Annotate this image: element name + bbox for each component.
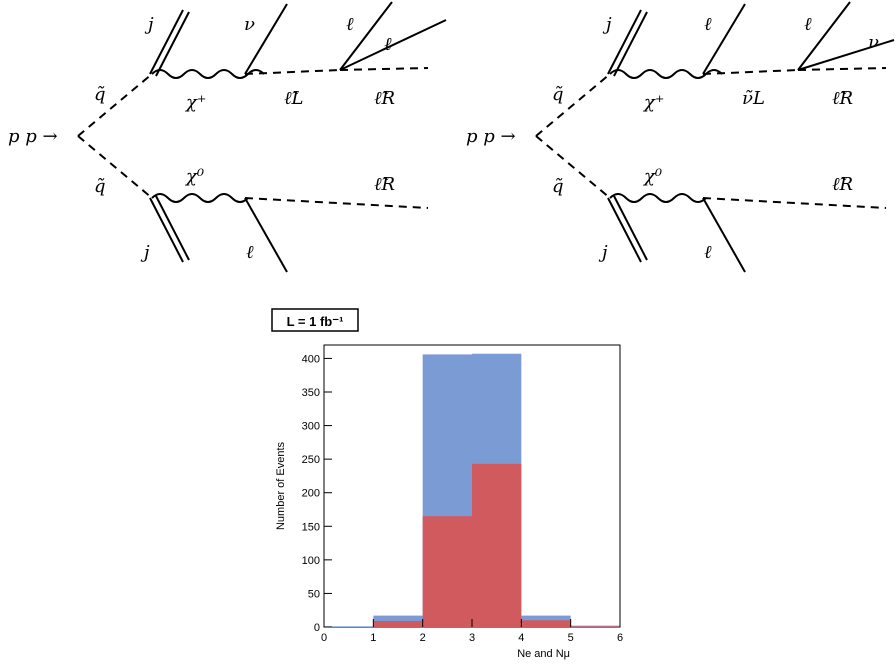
chargino-label: χ⁺	[642, 92, 664, 113]
histogram-bar-series0-bin5	[570, 625, 620, 627]
bars-group	[324, 353, 620, 627]
neutralino-label: χ⁰	[184, 166, 204, 187]
x-tick-label: 0	[321, 632, 327, 644]
histogram-bar-series1-bin5	[570, 626, 620, 627]
sneutrino-line	[702, 69, 799, 75]
splitter-lines	[797, 1, 895, 71]
splitter-out-1-label: ℓ	[804, 14, 812, 35]
slepton-r-line-top	[797, 67, 887, 71]
squark-top-label: q̃	[552, 84, 564, 105]
histogram-bar-series0-bin0	[324, 626, 374, 627]
x-axis-label: Ne and Nμ	[517, 648, 570, 660]
chargino-line	[609, 69, 723, 79]
slepton-r-line-bottom	[244, 197, 429, 209]
jet-bottom-label: j	[140, 242, 150, 263]
top-out-upper-label: ν	[244, 14, 255, 35]
splitter-lepton-lines	[339, 1, 447, 71]
x-tick-label: 2	[420, 632, 426, 644]
y-tick-label: 350	[302, 387, 320, 399]
y-tick-label: 250	[302, 454, 320, 466]
jet-top-label: j	[144, 14, 154, 35]
x-tick-label: 6	[617, 632, 623, 644]
jet-line-top	[149, 9, 190, 77]
jet-line-bottom	[607, 195, 648, 263]
y-tick-label: 200	[302, 488, 320, 500]
squark-line-top	[535, 73, 611, 137]
histogram-bar-series1-bin1	[373, 620, 423, 627]
histogram-bar-series1-bin4	[521, 620, 571, 627]
neutralino-label: χ⁰	[642, 166, 662, 187]
feynman-diagram-left: p p → q̃ q̃ j χ⁺ ν ℓ̃L ℓ ℓ ℓ̃R j χ⁰ ℓ̃R …	[8, 1, 447, 273]
y-tick-label: 400	[302, 353, 320, 365]
y-tick-label: 50	[308, 588, 320, 600]
squark-bottom-label: q̃	[94, 176, 106, 197]
y-tick-label: 100	[302, 555, 320, 567]
initial-state-label: p p →	[466, 126, 516, 147]
histogram-bar-series1-bin3	[472, 463, 522, 627]
neutrino-line	[244, 3, 288, 75]
slepton-top-end-label: ℓ̃R	[832, 88, 853, 109]
squark-line-bottom	[77, 135, 153, 199]
slepton-mid-label: ν̃L	[742, 88, 765, 109]
events-histogram: L = 1 fb⁻¹ 0 50 100 150 200 250 300 350 400 0 1 2 3 4…	[271, 308, 623, 660]
y-tick-label: 0	[314, 622, 320, 634]
splitter-out-2-label: ℓ	[384, 34, 392, 55]
slepton-top-end-label: ℓ̃R	[374, 88, 395, 109]
slepton-r-line-bottom	[702, 197, 887, 209]
splitter-out-2-label: ν	[868, 32, 879, 53]
jet-top-label: j	[602, 14, 612, 35]
jet-bottom-label: j	[598, 242, 608, 263]
y-tick-label: 300	[302, 421, 320, 433]
squark-top-label: q̃	[94, 84, 106, 105]
x-tick-label: 1	[370, 632, 376, 644]
x-tick-label: 5	[568, 632, 574, 644]
luminosity-label: L = 1 fb⁻¹	[287, 314, 344, 329]
top-out-upper-label: ℓ	[704, 14, 712, 35]
histogram-bar-series1-bin2	[422, 516, 472, 627]
slepton-bottom-end-label: ℓ̃R	[832, 174, 853, 195]
lepton-bottom-label: ℓ	[704, 242, 712, 263]
jet-line-top	[607, 9, 648, 77]
chargino-line	[151, 69, 265, 79]
slepton-mid-label: ℓ̃L	[284, 88, 303, 109]
squark-line-top	[77, 73, 153, 137]
y-tick-label: 150	[302, 521, 320, 533]
lepton-bottom-label: ℓ	[246, 242, 254, 263]
neutralino-line	[151, 193, 249, 203]
initial-state-label: p p →	[8, 126, 58, 147]
feynman-diagram-right: p p → q̃ q̃ j χ⁺ ℓ ν̃L ℓ ν ℓ̃R j χ⁰ ℓ̃R …	[466, 1, 895, 273]
splitter-out-1-label: ℓ	[346, 14, 354, 35]
axes-group: 0 50 100 150 200 250 300 350 400 0 1 2 3 4 5 6	[302, 353, 623, 644]
y-axis-label: Number of Events	[275, 441, 287, 530]
slepton-r-line-top	[339, 67, 429, 71]
x-tick-label: 4	[518, 632, 524, 644]
lepton-line-bottom	[244, 197, 288, 273]
slepton-l-line	[244, 69, 341, 75]
squark-bottom-label: q̃	[552, 176, 564, 197]
lepton-line-top	[702, 3, 746, 75]
lepton-line-bottom	[702, 197, 746, 273]
slepton-bottom-end-label: ℓ̃R	[374, 174, 395, 195]
chargino-label: χ⁺	[184, 92, 206, 113]
luminosity-box	[271, 308, 359, 332]
neutralino-line	[609, 193, 707, 203]
squark-line-bottom	[535, 135, 611, 199]
jet-line-bottom	[149, 195, 190, 263]
x-tick-label: 3	[469, 632, 475, 644]
